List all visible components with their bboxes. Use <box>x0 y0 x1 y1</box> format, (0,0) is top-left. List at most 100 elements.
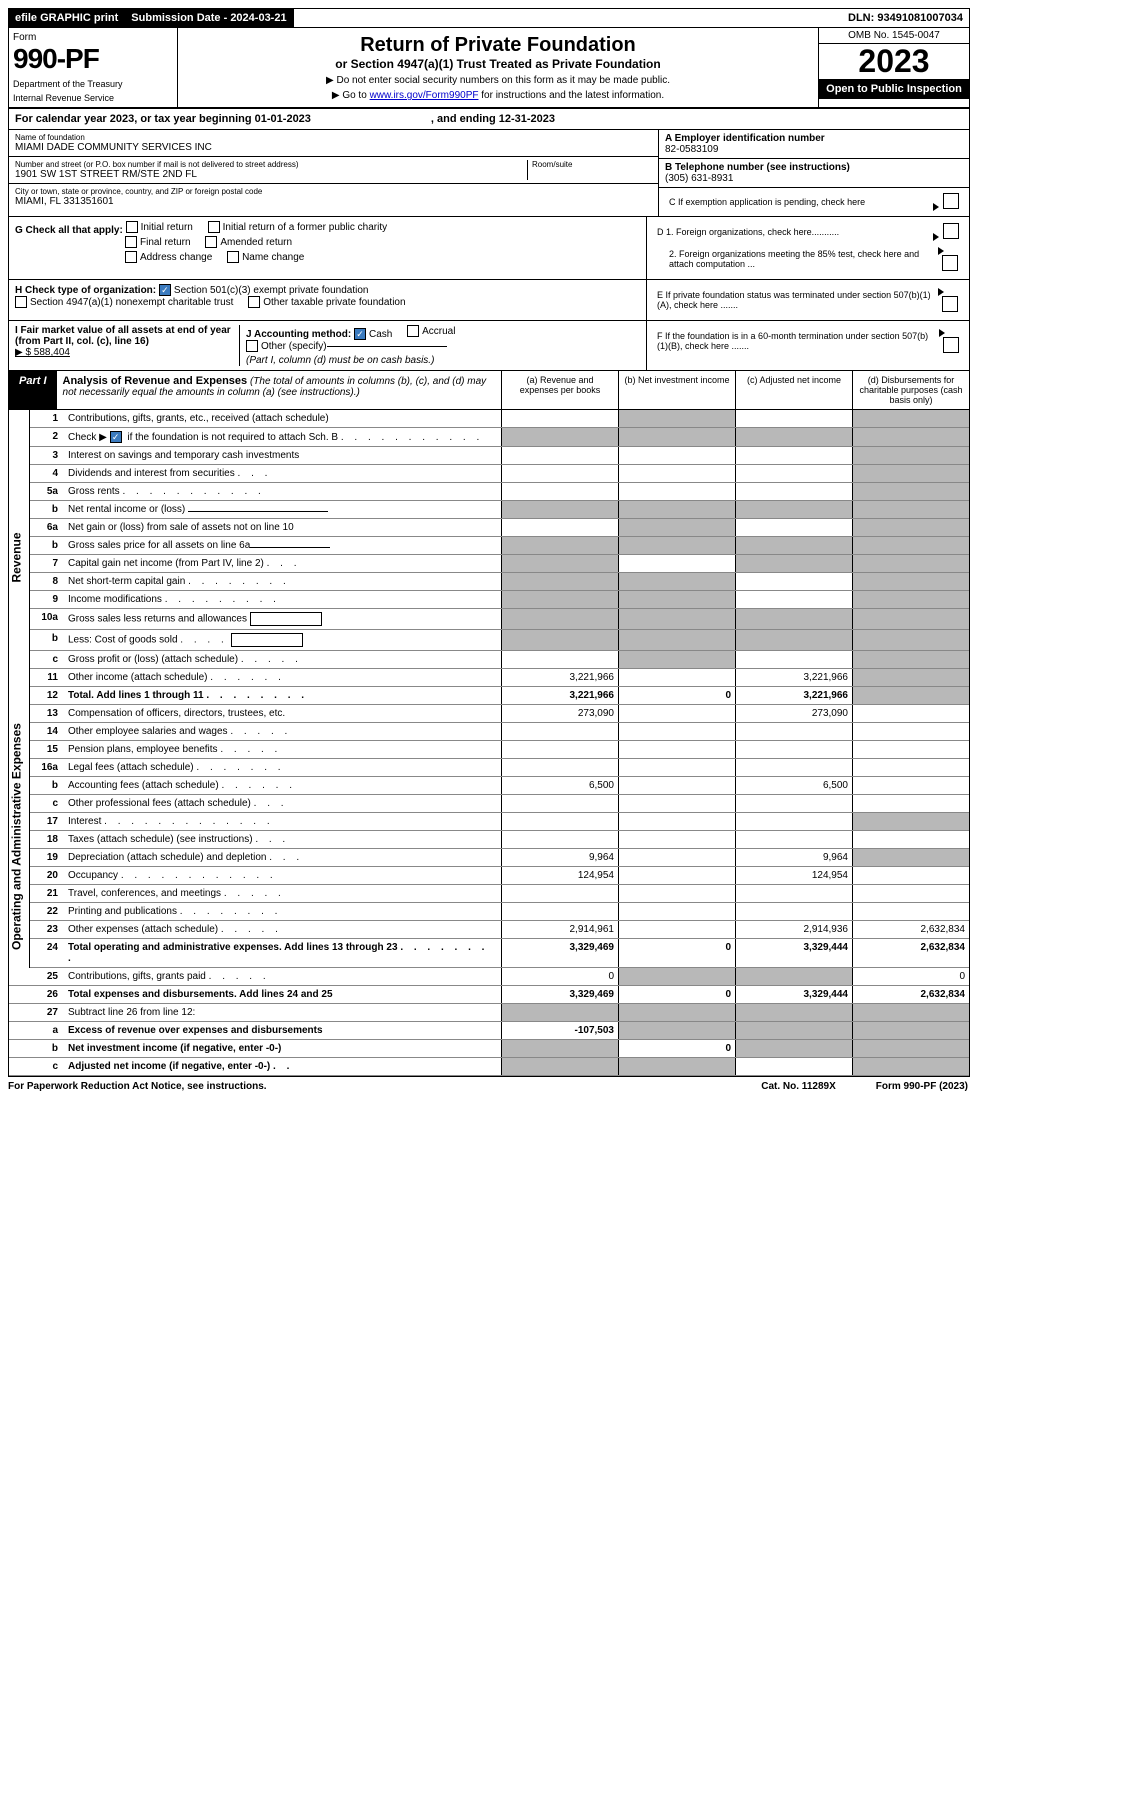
r13-a: 273,090 <box>502 705 619 723</box>
r11: Other income (attach schedule) . . . . .… <box>64 669 502 687</box>
r2-checkbox[interactable] <box>110 431 122 443</box>
part1-title: Analysis of Revenue and Expenses <box>63 375 248 387</box>
e-checkbox[interactable] <box>942 296 958 312</box>
r16a-text: Legal fees (attach schedule) <box>68 762 194 773</box>
instr2-post: for instructions and the latest informat… <box>478 90 664 101</box>
r9: Income modifications . . . . . . . . . <box>64 591 502 609</box>
g-row: G Check all that apply: Initial return I… <box>9 217 969 280</box>
r25: Contributions, gifts, grants paid . . . … <box>64 968 502 986</box>
h-opt1: Section 501(c)(3) exempt private foundat… <box>174 285 369 296</box>
g-final-checkbox[interactable] <box>125 236 137 248</box>
j-note: (Part I, column (d) must be on cash basi… <box>246 355 434 366</box>
header: Form 990-PF Department of the Treasury I… <box>9 28 969 109</box>
r2: Check ▶ if the foundation is not require… <box>64 428 502 447</box>
r25-d: 0 <box>853 968 970 986</box>
form-number: 990-PF <box>13 43 173 75</box>
city-label: City or town, state or province, country… <box>15 187 652 196</box>
f-checkbox[interactable] <box>943 337 959 353</box>
r10b: Less: Cost of goods sold . . . . <box>64 630 502 651</box>
h-other-checkbox[interactable] <box>248 296 260 308</box>
g-name-checkbox[interactable] <box>227 251 239 263</box>
g-amended-checkbox[interactable] <box>205 236 217 248</box>
j-cash-checkbox[interactable] <box>354 328 366 340</box>
r18-text: Taxes (attach schedule) (see instruction… <box>68 834 253 845</box>
dept-treasury: Department of the Treasury <box>13 79 173 89</box>
ein: 82-0583109 <box>665 144 963 155</box>
r26-a: 3,329,469 <box>502 986 619 1004</box>
r11-a: 3,221,966 <box>502 669 619 687</box>
open-public: Open to Public Inspection <box>819 79 969 99</box>
efile-label[interactable]: efile GRAPHIC print <box>9 9 125 27</box>
r21: Travel, conferences, and meetings . . . … <box>64 885 502 903</box>
g-initial-former-checkbox[interactable] <box>208 221 220 233</box>
g-initial-checkbox[interactable] <box>126 221 138 233</box>
address: 1901 SW 1ST STREET RM/STE 2ND FL <box>15 169 527 180</box>
ij-row: I Fair market value of all assets at end… <box>9 321 969 371</box>
r24-d: 2,632,834 <box>853 939 970 968</box>
header-center: Return of Private Foundation or Section … <box>178 28 818 107</box>
part1-label: Part I <box>9 371 57 409</box>
r21-text: Travel, conferences, and meetings <box>68 888 221 899</box>
revenue-side: Revenue <box>9 410 30 705</box>
r19: Depreciation (attach schedule) and deple… <box>64 849 502 867</box>
tax-year: 2023 <box>819 44 969 79</box>
f-label: F If the foundation is in a 60-month ter… <box>657 331 939 351</box>
r27b: Net investment income (if negative, ente… <box>64 1040 502 1058</box>
j-other-checkbox[interactable] <box>246 340 258 352</box>
r15: Pension plans, employee benefits . . . .… <box>64 741 502 759</box>
r27a-a: -107,503 <box>502 1022 619 1040</box>
arrow-icon <box>938 247 944 255</box>
arrow-icon <box>938 288 944 296</box>
r13-c: 273,090 <box>736 705 853 723</box>
d1-checkbox[interactable] <box>943 223 959 239</box>
h-501c3-checkbox[interactable] <box>159 284 171 296</box>
r7-text: Capital gain net income (from Part IV, l… <box>68 558 264 569</box>
r5a-text: Gross rents <box>68 486 120 497</box>
r27c: Adjusted net income (if negative, enter … <box>64 1058 502 1076</box>
footer: For Paperwork Reduction Act Notice, see … <box>8 1077 968 1092</box>
r23-c: 2,914,936 <box>736 921 853 939</box>
r7: Capital gain net income (from Part IV, l… <box>64 555 502 573</box>
r17: Interest . . . . . . . . . . . . . <box>64 813 502 831</box>
expenses-side: Operating and Administrative Expenses <box>9 705 30 968</box>
r24-text: Total operating and administrative expen… <box>68 942 398 953</box>
c-cell: C If exemption application is pending, c… <box>659 188 969 216</box>
ein-label: A Employer identification number <box>665 133 963 144</box>
paperwork: For Paperwork Reduction Act Notice, see … <box>8 1081 267 1092</box>
g-label: G Check all that apply: <box>15 225 123 236</box>
g-address-checkbox[interactable] <box>125 251 137 263</box>
r11-c: 3,221,966 <box>736 669 853 687</box>
d2-checkbox[interactable] <box>942 255 958 271</box>
g-address: Address change <box>140 252 212 263</box>
r2-pre: Check ▶ <box>68 432 107 443</box>
h-4947-checkbox[interactable] <box>15 296 27 308</box>
main-table: Revenue 1Contributions, gifts, grants, e… <box>9 410 969 1076</box>
g-initial-former: Initial return of a former public charit… <box>223 222 388 233</box>
r16b-a: 6,500 <box>502 777 619 795</box>
r22-text: Printing and publications <box>68 906 177 917</box>
header-left: Form 990-PF Department of the Treasury I… <box>9 28 178 107</box>
j-accrual-checkbox[interactable] <box>407 325 419 337</box>
top-bar: efile GRAPHIC print Submission Date - 20… <box>9 9 969 28</box>
r25-a: 0 <box>502 968 619 986</box>
r25-text: Contributions, gifts, grants paid <box>68 971 206 982</box>
r27b-b: 0 <box>619 1040 736 1058</box>
i-label: I Fair market value of all assets at end… <box>15 325 231 347</box>
j-cash: Cash <box>369 329 392 340</box>
r17-text: Interest <box>68 816 101 827</box>
c-checkbox[interactable] <box>943 193 959 209</box>
d2-label: 2. Foreign organizations meeting the 85%… <box>657 249 938 269</box>
instr-link[interactable]: www.irs.gov/Form990PF <box>370 90 479 101</box>
submission-date: Submission Date - 2024-03-21 <box>125 9 293 27</box>
omb-number: OMB No. 1545-0047 <box>819 28 969 44</box>
arrow-icon <box>933 203 939 211</box>
r12-b: 0 <box>619 687 736 705</box>
part1-header: Part I Analysis of Revenue and Expenses … <box>9 371 969 410</box>
header-right: OMB No. 1545-0047 2023 Open to Public In… <box>818 28 969 107</box>
r12-a: 3,221,966 <box>502 687 619 705</box>
r18: Taxes (attach schedule) (see instruction… <box>64 831 502 849</box>
r23: Other expenses (attach schedule) . . . .… <box>64 921 502 939</box>
r19-a: 9,964 <box>502 849 619 867</box>
j-label: J Accounting method: <box>246 329 351 340</box>
i-value: ▶ $ 588,404 <box>15 347 70 358</box>
